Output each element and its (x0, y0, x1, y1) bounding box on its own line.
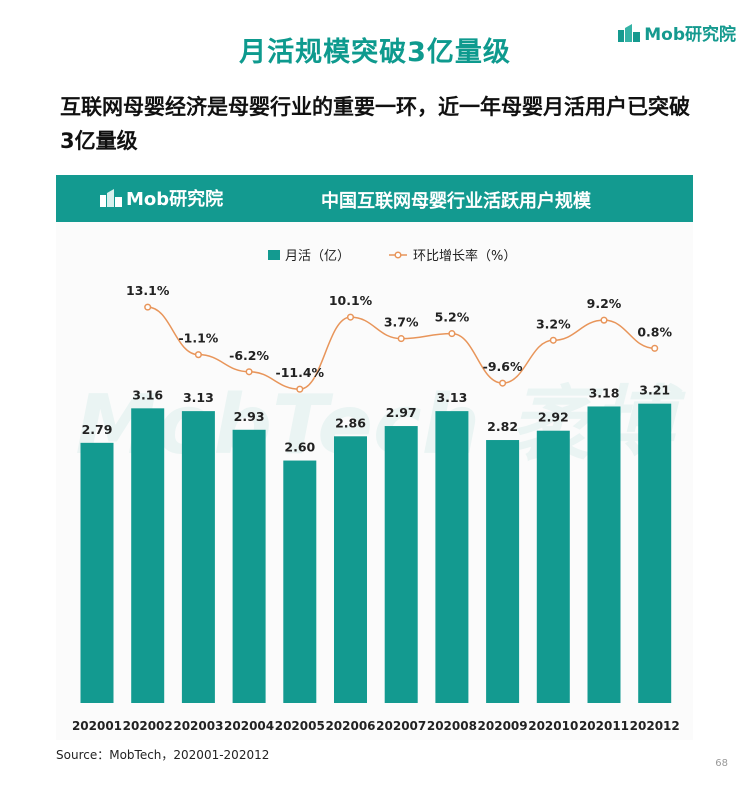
legend-label-bar: 月活（亿） (285, 249, 350, 264)
x-tick-label: 202006 (325, 719, 375, 733)
growth-rate-label: 3.2% (536, 316, 571, 331)
brand-logo: Mob研究院 (618, 20, 736, 45)
legend-marker-line (394, 251, 402, 259)
watermark-text: MobTech 袤博 (75, 378, 686, 473)
x-tick-label: 202003 (173, 719, 223, 733)
growth-rate-label: -11.4% (276, 365, 325, 380)
bar-value-label: 3.21 (639, 383, 670, 398)
bar-value-label: 2.86 (335, 415, 366, 430)
growth-rate-point (549, 336, 557, 344)
chart-header-logo-text: Mob研究院 (126, 189, 224, 210)
chart-header: Mob研究院 中国互联网母婴行业活跃用户规模 (56, 175, 693, 222)
bar-202009 (486, 440, 520, 703)
x-tick-label: 202007 (376, 719, 426, 733)
page-title: 月活规模突破3亿量级 (239, 37, 511, 68)
bar-value-label: 3.13 (436, 390, 467, 405)
legend-label-line: 环比增长率（%） (413, 248, 516, 264)
growth-rate-label: 13.1% (126, 283, 170, 298)
growth-rate-point (346, 313, 355, 321)
page-number: 68 (715, 758, 728, 769)
chart-svg: MobTech 袤博 月活（亿） 环比增长率（%） 2.79 202001 3.16 202… (72, 248, 687, 733)
bar-value-label: 2.97 (386, 405, 417, 420)
x-tick-label: 202001 (72, 719, 122, 733)
x-tick-label: 202009 (478, 719, 528, 733)
page-subtitle: 互联网母婴经济是母婴行业的重要一环，近一年母婴月活用户已突破3亿量级 (60, 95, 690, 153)
growth-rate-point (144, 303, 152, 311)
chart-title: 中国互联网母婴行业活跃用户规模 (321, 191, 591, 212)
growth-rate-label: 9.2% (587, 296, 622, 311)
growth-rate-point (651, 344, 659, 352)
growth-rate-point (245, 368, 253, 376)
growth-rate-label: -1.1% (178, 331, 218, 346)
bar-value-label: 2.60 (284, 440, 315, 455)
bar-202008 (435, 411, 469, 703)
legend-swatch-bar (268, 250, 280, 260)
growth-rate-label: -6.2% (229, 348, 269, 363)
growth-rate-label: 3.7% (384, 315, 419, 330)
growth-rate-label: 10.1% (329, 293, 373, 308)
source-note: Source：MobTech，202001-202012 (56, 748, 270, 762)
mob-logo-icon (100, 189, 122, 207)
bar-value-label: 3.16 (132, 387, 163, 402)
growth-rate-point (600, 316, 608, 324)
x-tick-label: 202004 (224, 719, 274, 733)
bar-202006 (334, 436, 367, 703)
bar-202010 (536, 430, 570, 703)
x-tick-label: 202011 (579, 719, 629, 733)
bar-value-label: 2.92 (538, 410, 569, 425)
bar-value-label: 3.18 (589, 385, 620, 400)
growth-rate-point (194, 351, 202, 359)
bar-202007 (384, 426, 418, 703)
x-tick-label: 202005 (275, 719, 325, 733)
growth-rate-point (397, 335, 405, 343)
growth-rate-label: -9.6% (483, 359, 523, 374)
brand-logo-text: Mob研究院 (644, 25, 736, 45)
x-tick-label: 202012 (630, 719, 680, 733)
x-tick-label: 202002 (123, 719, 173, 733)
bar-202003 (181, 411, 215, 703)
bar-202004 (232, 429, 266, 703)
bar-202002 (131, 408, 165, 703)
bar-value-label: 2.93 (234, 409, 265, 424)
x-tick-label: 202010 (528, 719, 578, 733)
growth-rate-point (296, 385, 304, 393)
x-tick-label: 202008 (427, 719, 477, 733)
mob-logo-icon (618, 23, 641, 42)
chart-header-logo: Mob研究院 (100, 185, 223, 211)
bar-202005 (283, 460, 317, 703)
bar-202001 (80, 442, 114, 703)
bar-value-label: 3.13 (183, 390, 214, 405)
growth-rate-label: 0.8% (637, 324, 672, 339)
chart-panel: Mob研究院 中国互联网母婴行业活跃用户规模 MobTech 袤博 月活（亿） 环比… (56, 175, 693, 740)
bar-202011 (587, 406, 621, 703)
bar-value-label: 2.79 (82, 422, 113, 437)
bar-value-label: 2.82 (487, 419, 518, 434)
growth-rate-label: 5.2% (435, 310, 470, 325)
bar-202012 (638, 403, 672, 703)
growth-rate-point (448, 330, 456, 338)
growth-rate-point (499, 379, 507, 387)
